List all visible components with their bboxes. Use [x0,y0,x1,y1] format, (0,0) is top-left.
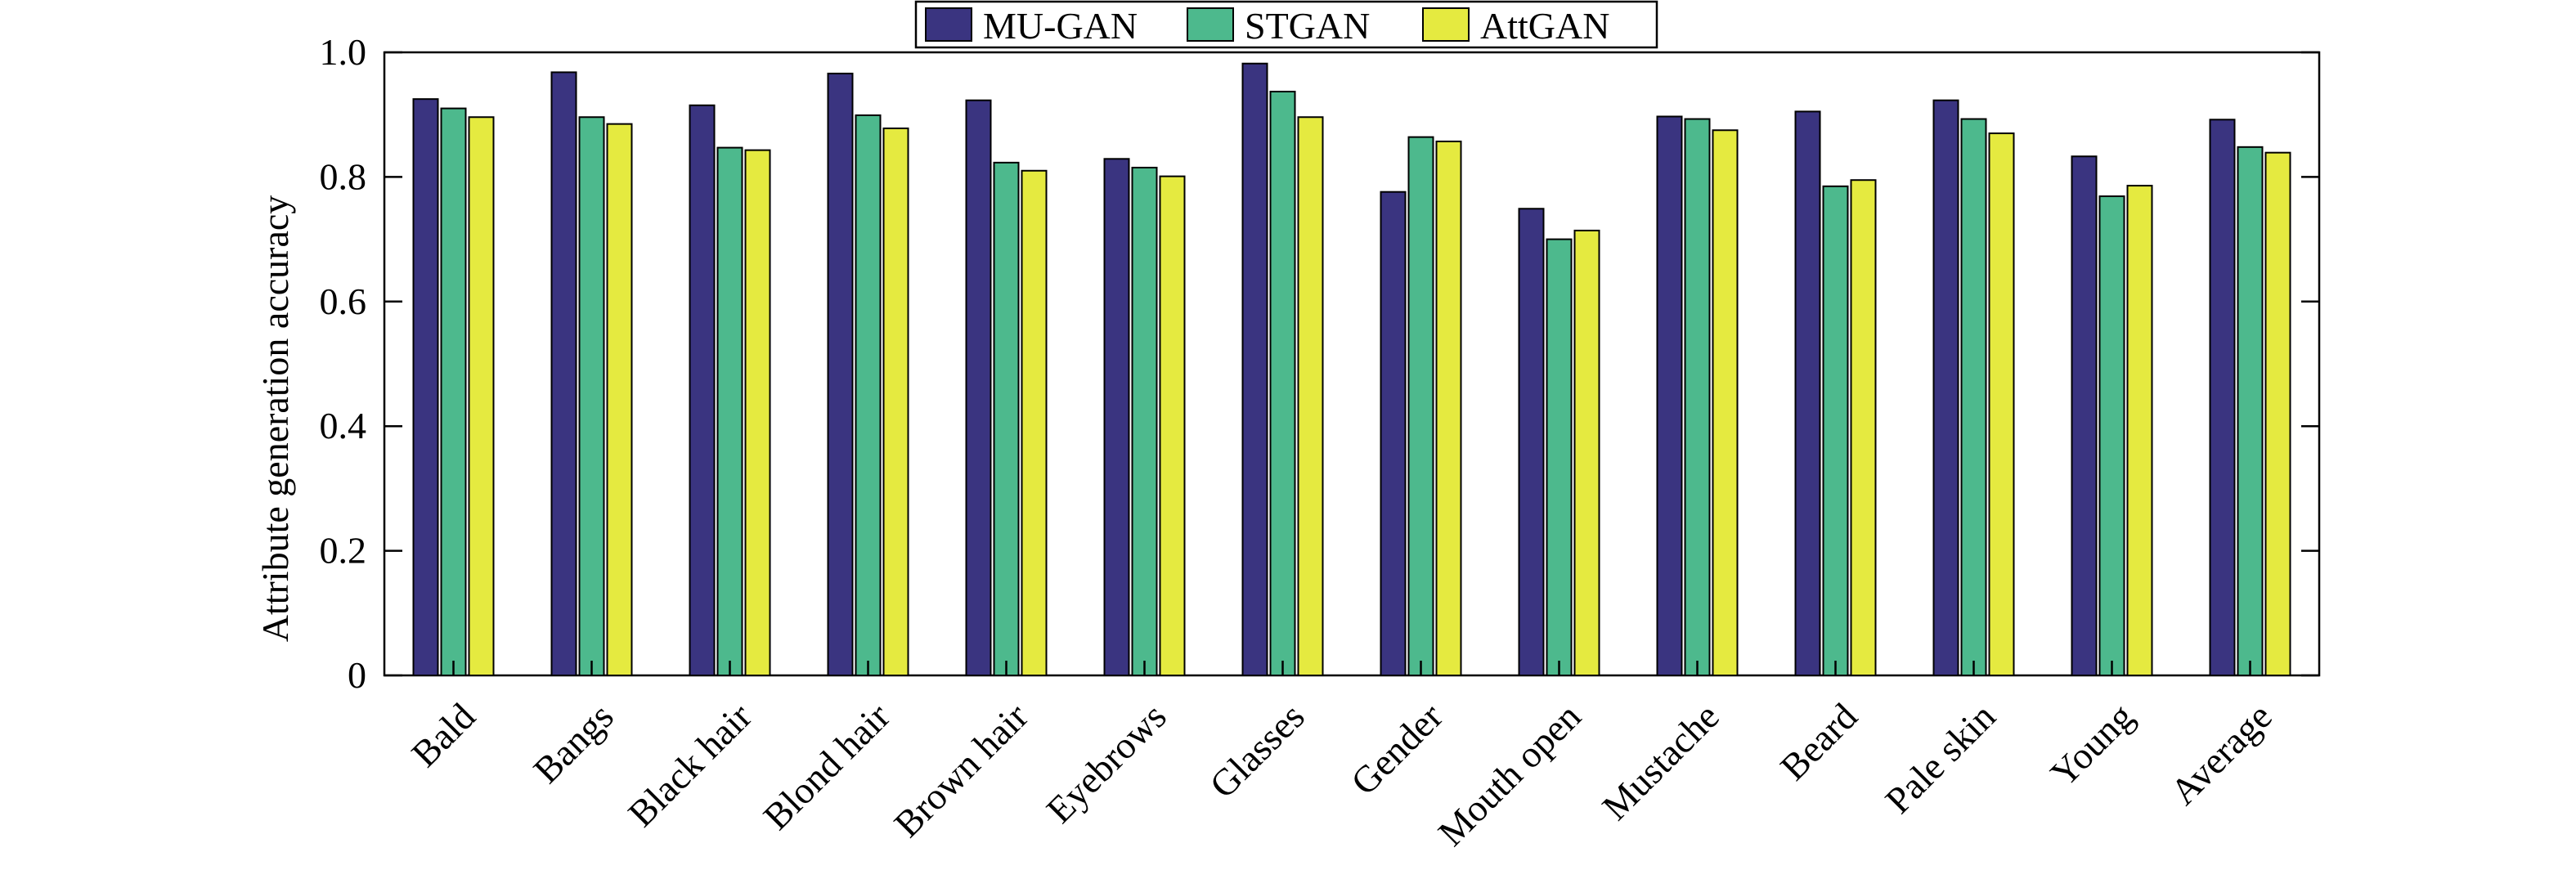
bar-mu-gan [1794,110,1821,676]
bar-stgan [855,114,882,677]
bar-attgan [2264,151,2291,676]
y-axis-title: Attribute generation accuracy [254,195,296,643]
bar-stgan [716,146,743,676]
y-tick-label: 0.4 [320,405,367,446]
x-category-label: Beard [1772,695,1865,788]
legend: MU-GAN STGAN AttGAN [914,0,1658,49]
bar-stgan [1684,118,1711,676]
bar-mu-gan [1380,191,1407,677]
y-tick-label: 0.6 [320,280,367,322]
bar-stgan [1131,166,1158,677]
plot-frame [383,51,2321,677]
bar-attgan [1573,229,1600,676]
bar-attgan [882,127,909,677]
bar-attgan [1850,179,1877,676]
bar-attgan [2126,185,2153,676]
bar-attgan [1435,140,1462,676]
bar-attgan [606,123,633,676]
bar-attgan [744,149,771,677]
legend-label: AttGAN [1480,5,1609,47]
bar-stgan [1960,118,1987,676]
x-category-label: Average [2162,695,2280,813]
bar-stgan [993,161,1020,676]
bar-attgan [468,116,495,677]
bar-stgan [1269,91,1296,677]
bar-mu-gan [550,71,577,677]
legend-swatch [1422,7,1470,42]
bar-mu-gan [689,104,716,676]
bar-mu-gan [1241,62,1268,676]
x-category-label: Eyebrows [1039,695,1174,831]
y-tick-label: 0.8 [320,155,367,197]
x-category-label: Bald [403,695,483,775]
bar-mu-gan [1656,115,1683,676]
x-category-label: Glasses [1201,695,1312,805]
bar-mu-gan [2209,119,2236,676]
legend-label: STGAN [1245,5,1370,47]
legend-swatch [1187,7,1234,42]
legend-label: MU-GAN [983,5,1138,47]
bar-stgan [1822,185,1849,676]
bar-mu-gan [412,98,439,676]
bar-stgan [1407,136,1434,676]
bar-mu-gan [1932,99,1959,676]
bar-attgan [1297,116,1324,677]
bar-attgan [1712,129,1739,676]
legend-swatch [925,7,972,42]
y-tick-label: 0 [348,654,366,696]
bar-mu-gan [827,72,854,676]
bar-mu-gan [1518,208,1545,676]
bar-attgan [1021,169,1048,676]
x-category-label: Mustache [1594,695,1727,828]
x-category-label: Bangs [525,695,621,791]
legend-box [914,0,1658,49]
bar-stgan [2237,146,2264,677]
y-tick-label: 1.0 [320,31,367,73]
x-category-label: Black hair [620,695,760,835]
bar-mu-gan [1103,158,1130,676]
x-category-label: Gender [1343,695,1451,803]
bar-stgan [578,116,605,677]
bar-attgan [1159,175,1186,676]
bar-stgan [2098,195,2125,677]
x-category-label: Blond hair [755,695,897,837]
x-category-label: Young [2042,695,2141,794]
bar-mu-gan [2071,155,2098,676]
x-category-label: Brown hair [886,695,1035,845]
x-category-label: Mouth open [1430,695,1589,854]
bar-stgan [440,107,467,676]
bar-attgan [1988,132,2015,676]
bar-stgan [1546,238,1573,677]
y-tick-label: 0.2 [320,530,367,572]
bar-mu-gan [965,99,992,676]
x-category-label: Pale skin [1877,695,2003,821]
